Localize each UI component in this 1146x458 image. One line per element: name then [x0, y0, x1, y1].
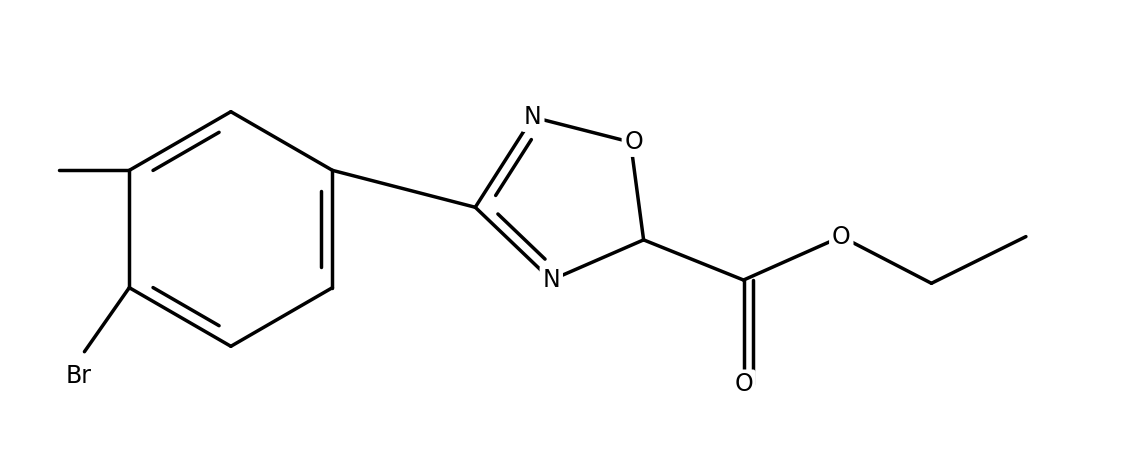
Text: N: N [524, 105, 542, 129]
Text: O: O [625, 130, 643, 154]
Text: O: O [832, 224, 850, 249]
Text: N: N [542, 268, 560, 292]
Text: O: O [735, 372, 753, 396]
Text: Br: Br [66, 364, 92, 387]
